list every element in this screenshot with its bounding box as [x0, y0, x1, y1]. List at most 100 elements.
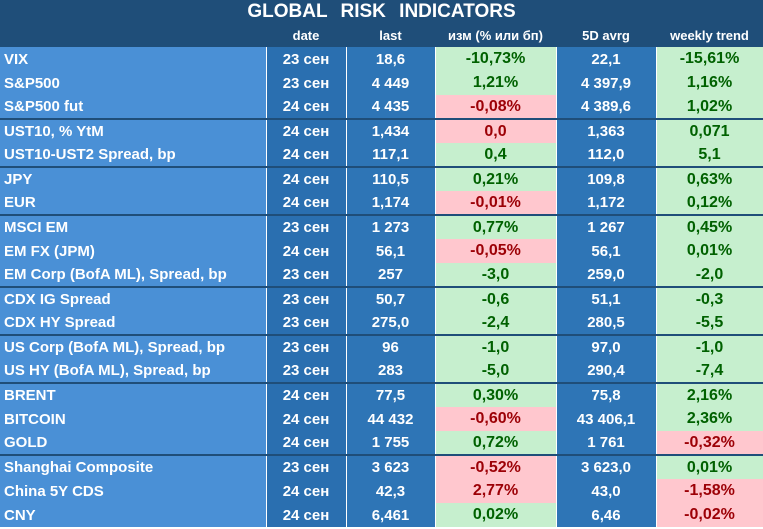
- row-name: EM FX (JPM): [0, 239, 267, 263]
- row-last: 77,5: [346, 382, 436, 407]
- table-row: BRENT 24 сен 77,5 0,30% 75,8 2,16%: [0, 382, 763, 407]
- table-row: US Corp (BofA ML), Spread, bp 23 сен 96 -1,…: [0, 334, 763, 359]
- row-change: -10,73%: [435, 47, 557, 71]
- row-change: -0,01%: [435, 191, 557, 215]
- table-row: CDX HY Spread 23 сен 275,0 -2,4 280,5 -5,5: [0, 311, 763, 335]
- row-5d-avg: 56,1: [556, 239, 657, 263]
- row-change: -2,4: [435, 311, 557, 335]
- table-row: S&P500 fut 24 сен 4 435 -0,08% 4 389,6 1,02%: [0, 95, 763, 119]
- row-change: 0,02%: [435, 503, 557, 527]
- row-name: CNY: [0, 503, 267, 527]
- row-last: 283: [346, 359, 436, 383]
- table-row: GOLD 24 сен 1 755 0,72% 1 761 -0,32%: [0, 431, 763, 455]
- row-weekly-trend: 0,01%: [656, 239, 763, 263]
- row-change: 0,0: [435, 118, 557, 143]
- table-row: CDX IG Spread 23 сен 50,7 -0,6 51,1 -0,3: [0, 286, 763, 311]
- table-row: EM Corp (BofA ML), Spread, bp 23 сен 257 -3…: [0, 263, 763, 287]
- row-name: EUR: [0, 191, 267, 215]
- row-date: 23 сен: [266, 286, 347, 311]
- row-last: 18,6: [346, 47, 436, 71]
- header-last: last: [346, 24, 435, 47]
- table-body: VIX 23 сен 18,6 -10,73% 22,1 -15,61% S&P500 23 …: [0, 47, 763, 527]
- row-5d-avg: 22,1: [556, 47, 657, 71]
- table-row: UST10-UST2 Spread, bp 24 сен 117,1 0,4 112,0…: [0, 143, 763, 167]
- row-last: 1,174: [346, 191, 436, 215]
- table-row: UST10, % YtM 24 сен 1,434 0,0 1,363 0,071: [0, 118, 763, 143]
- table-row: MSCI EM 23 сен 1 273 0,77% 1 267 0,45%: [0, 214, 763, 239]
- row-weekly-trend: 0,45%: [656, 214, 763, 239]
- table-row: China 5Y CDS 24 сен 42,3 2,77% 43,0 -1,58%: [0, 479, 763, 503]
- row-weekly-trend: 0,63%: [656, 166, 763, 191]
- row-5d-avg: 1,172: [556, 191, 657, 215]
- row-change: -0,60%: [435, 407, 557, 431]
- row-5d-avg: 259,0: [556, 263, 657, 287]
- table-row: EM FX (JPM) 24 сен 56,1 -0,05% 56,1 0,01%: [0, 239, 763, 263]
- table-row: Shanghai Composite 23 сен 3 623 -0,52% 3 623…: [0, 454, 763, 479]
- header-name: [0, 24, 266, 47]
- row-last: 117,1: [346, 143, 436, 167]
- table-row: S&P500 23 сен 4 449 1,21% 4 397,9 1,16%: [0, 71, 763, 95]
- row-last: 1 273: [346, 214, 436, 239]
- row-weekly-trend: -5,5: [656, 311, 763, 335]
- row-weekly-trend: 5,1: [656, 143, 763, 167]
- row-5d-avg: 290,4: [556, 359, 657, 383]
- row-name: Shanghai Composite: [0, 454, 267, 479]
- row-last: 257: [346, 263, 436, 287]
- row-change: -5,0: [435, 359, 557, 383]
- row-5d-avg: 109,8: [556, 166, 657, 191]
- row-change: 0,30%: [435, 382, 557, 407]
- row-date: 24 сен: [266, 431, 347, 455]
- row-date: 24 сен: [266, 118, 347, 143]
- row-weekly-trend: 0,01%: [656, 454, 763, 479]
- row-name: China 5Y CDS: [0, 479, 267, 503]
- row-name: US HY (BofA ML), Spread, bp: [0, 359, 267, 383]
- row-name: CDX HY Spread: [0, 311, 267, 335]
- row-date: 24 сен: [266, 191, 347, 215]
- row-name: JPY: [0, 166, 267, 191]
- table-row: US HY (BofA ML), Spread, bp 23 сен 283 -5,0…: [0, 359, 763, 383]
- row-change: 0,77%: [435, 214, 557, 239]
- row-date: 24 сен: [266, 143, 347, 167]
- row-date: 24 сен: [266, 407, 347, 431]
- row-change: -0,52%: [435, 454, 557, 479]
- row-weekly-trend: 2,16%: [656, 382, 763, 407]
- row-date: 23 сен: [266, 311, 347, 335]
- row-last: 6,461: [346, 503, 436, 527]
- row-name: BITCOIN: [0, 407, 267, 431]
- row-last: 4 435: [346, 95, 436, 119]
- table-row: JPY 24 сен 110,5 0,21% 109,8 0,63%: [0, 166, 763, 191]
- row-weekly-trend: 2,36%: [656, 407, 763, 431]
- row-last: 3 623: [346, 454, 436, 479]
- row-change: 0,21%: [435, 166, 557, 191]
- row-date: 24 сен: [266, 95, 347, 119]
- row-date: 24 сен: [266, 503, 347, 527]
- row-last: 275,0: [346, 311, 436, 335]
- row-name: US Corp (BofA ML), Spread, bp: [0, 334, 267, 359]
- row-date: 24 сен: [266, 382, 347, 407]
- row-change: -0,6: [435, 286, 557, 311]
- row-change: -1,0: [435, 334, 557, 359]
- row-name: UST10-UST2 Spread, bp: [0, 143, 267, 167]
- row-name: S&P500 fut: [0, 95, 267, 119]
- row-last: 44 432: [346, 407, 436, 431]
- row-5d-avg: 3 623,0: [556, 454, 657, 479]
- row-5d-avg: 4 397,9: [556, 71, 657, 95]
- row-change: -0,05%: [435, 239, 557, 263]
- row-5d-avg: 6,46: [556, 503, 657, 527]
- row-name: MSCI EM: [0, 214, 267, 239]
- row-date: 23 сен: [266, 359, 347, 383]
- table-row: EUR 24 сен 1,174 -0,01% 1,172 0,12%: [0, 191, 763, 215]
- row-date: 23 сен: [266, 334, 347, 359]
- row-last: 42,3: [346, 479, 436, 503]
- row-weekly-trend: -15,61%: [656, 47, 763, 71]
- row-date: 24 сен: [266, 239, 347, 263]
- row-name: GOLD: [0, 431, 267, 455]
- row-last: 110,5: [346, 166, 436, 191]
- row-date: 23 сен: [266, 71, 347, 95]
- row-name: CDX IG Spread: [0, 286, 267, 311]
- row-name: BRENT: [0, 382, 267, 407]
- row-last: 56,1: [346, 239, 436, 263]
- row-change: 0,4: [435, 143, 557, 167]
- row-date: 24 сен: [266, 479, 347, 503]
- row-last: 96: [346, 334, 436, 359]
